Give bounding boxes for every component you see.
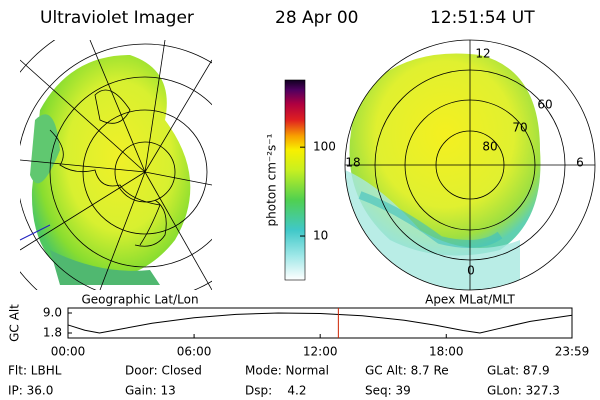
colorbar-tick-label: 100 bbox=[313, 140, 336, 154]
status-field: Seq: 39 bbox=[365, 384, 411, 398]
orbit-track bbox=[19, 224, 51, 241]
y-tick-label: 1.8 bbox=[43, 326, 62, 340]
status-field: GLat: 87.9 bbox=[487, 364, 550, 378]
mlt-label: 6 bbox=[576, 156, 584, 170]
x-tick-label: 23:59 bbox=[555, 345, 590, 359]
geographic-image bbox=[20, 40, 212, 290]
x-tick-label: 06:00 bbox=[177, 345, 212, 359]
colorbar-label: photon cm⁻²s⁻¹ bbox=[265, 133, 279, 226]
status-field: Mode: Normal bbox=[245, 364, 329, 378]
status-field: Gain: 13 bbox=[125, 384, 176, 398]
x-tick-label: 18:00 bbox=[429, 345, 464, 359]
mlt-label: 0 bbox=[467, 264, 475, 278]
plot-frame bbox=[67, 307, 573, 339]
colorbar-tick-label: 10 bbox=[313, 229, 328, 243]
status-field: Dsp: 4.2 bbox=[245, 384, 307, 398]
status-field: GC Alt: 8.7 Re bbox=[365, 364, 449, 378]
right-caption: Apex MLat/MLT bbox=[425, 293, 515, 307]
x-tick-label: 00:00 bbox=[51, 345, 86, 359]
polar-grid bbox=[344, 39, 596, 291]
status-field: IP: 36.0 bbox=[8, 384, 53, 398]
x-tick-label: 12:00 bbox=[303, 345, 338, 359]
y-tick-label: 9.0 bbox=[43, 306, 62, 320]
status-field: GLon: 327.3 bbox=[487, 384, 560, 398]
mlat-label: 80 bbox=[482, 140, 497, 154]
status-field: Flt: LBHL bbox=[8, 364, 62, 378]
colorbar bbox=[284, 79, 306, 281]
y-axis-label: GC Alt bbox=[8, 304, 22, 342]
mlt-label: 18 bbox=[345, 156, 360, 170]
time: 12:51:54 UT bbox=[430, 8, 535, 28]
date: 28 Apr 00 bbox=[275, 8, 358, 28]
mlat-label: 70 bbox=[512, 121, 527, 135]
mlt-label: 12 bbox=[475, 47, 490, 61]
status-field: Door: Closed bbox=[125, 364, 202, 378]
polar-image bbox=[345, 53, 541, 290]
left-caption: Geographic Lat/Lon bbox=[81, 293, 198, 307]
mlat-label: 60 bbox=[537, 98, 552, 112]
instrument: Ultraviolet Imager bbox=[40, 8, 194, 28]
altitude-line bbox=[67, 312, 573, 334]
